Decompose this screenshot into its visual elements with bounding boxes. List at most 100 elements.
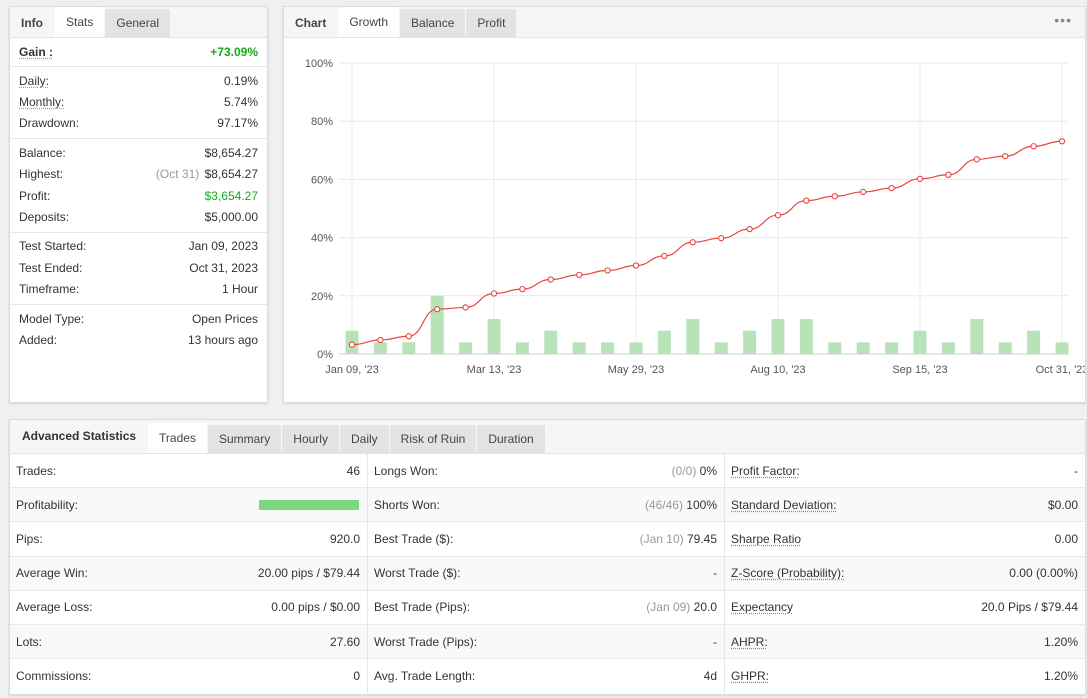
monthly-value: 5.74% [223,95,258,110]
volume-bar [714,342,728,354]
volume-bar [913,330,927,354]
tab-daily[interactable]: Daily [339,425,389,453]
tab-profit[interactable]: Profit [466,9,517,37]
balance-label: Balance: [19,145,66,160]
growth-point [519,285,526,293]
gain-row: Gain : +73.09% [10,40,267,64]
stat-row-ahpr: AHPR: 1.20% [725,624,1085,660]
growth-point [377,336,384,344]
growth-point [718,235,725,242]
stat-value: 1.20% [1044,669,1078,683]
stat-number: 79.45 [686,531,717,546]
stat-label: Worst Trade (Pips): [374,634,478,649]
volume-bar [572,342,586,354]
stat-number: 4d [703,669,717,684]
model-group: Model Type: Open Prices Added: 13 hours … [10,305,267,355]
stat-number: $0.00 [1047,497,1078,512]
stat-label: Pips: [16,531,43,546]
stat-row-expectancy: Expectancy 20.0 Pips / $79.44 [725,591,1085,625]
volume-bar [771,319,785,354]
stat-number: 1.20% [1043,634,1078,649]
stat-label: Commissions: [16,669,92,684]
model-type-value: Open Prices [191,311,258,326]
growth-point [746,226,753,233]
tab-hourly[interactable]: Hourly [282,425,339,453]
volume-bar [601,342,615,354]
growth-point [576,271,583,278]
stat-label[interactable]: AHPR: [731,634,768,649]
tab-growth[interactable]: Growth [338,7,400,37]
ellipsis-icon[interactable]: ••• [1054,12,1072,28]
stat-row-lots: Lots: 27.60 [10,624,367,660]
x-tick-label: Sep 15, '23 [892,364,947,376]
deposits-row: Deposits: $5,000.00 [10,206,267,227]
deposits-value: $5,000.00 [204,210,258,225]
stat-row-worst-trade: Worst Trade ($): - [368,556,724,591]
stat-label[interactable]: GHPR: [731,669,770,684]
growth-point [405,333,412,340]
stat-number: - [713,566,717,581]
stat-label[interactable]: Sharpe Ratio [731,531,802,546]
drawdown-label: Drawdown: [19,116,80,131]
stat-label[interactable]: Standard Deviation: [731,497,837,512]
daily-label[interactable]: Daily: [19,73,50,88]
tab-balance[interactable]: Balance [400,9,466,37]
stat-label: Average Loss: [16,600,93,615]
volume-bar [856,342,870,354]
daily-value: 0.19% [223,73,258,88]
growth-point [1058,138,1066,145]
advanced-col-trades: Trades: 46 Profitability: Pips: 920.0 Average… [10,454,368,694]
stat-row-best-trade-pips: Best Trade (Pips): (Jan 09) 20.0 [368,591,724,625]
volume-bar [941,342,955,354]
tab-chart[interactable]: Chart [295,16,327,30]
volume-bar [799,319,813,354]
tab-general[interactable]: General [105,9,171,37]
tab-stats[interactable]: Stats [55,7,105,37]
growth-point [803,197,810,204]
tab-summary[interactable]: Summary [207,425,282,453]
stat-row-ghpr: GHPR: 1.20% [725,659,1085,693]
growth-point [973,156,980,163]
stat-value: 4d [704,669,717,683]
growth-point [1030,143,1037,150]
x-tick-label: May 29, '23 [608,364,665,376]
balance-group: Balance: $8,654.27 Highest: (Oct 31) $8,… [10,139,267,233]
timeframe-label: Timeframe: [19,282,80,297]
growth-line [351,140,1063,346]
stat-date: (Jan 10) [639,531,687,546]
model-type-row: Model Type: Open Prices [10,308,267,329]
growth-point [945,171,952,178]
growth-point [632,262,640,269]
stat-row-z-score-probability: Z-Score (Probability): 0.00 (0.00%) [725,556,1085,591]
monthly-label[interactable]: Monthly: [19,95,65,110]
stat-number: 0 [353,669,360,684]
stat-number: - [1074,463,1078,478]
y-tick-label: 60% [311,174,333,186]
growth-point [916,175,924,182]
stat-row-profit-factor: Profit Factor: - [725,454,1085,489]
deposits-label: Deposits: [19,210,70,225]
tab-info[interactable]: Info [21,16,43,30]
stat-row-trades: Trades: 46 [10,454,367,489]
advanced-col-ratios: Profit Factor: - Standard Deviation: $0.00 S… [725,454,1085,693]
stat-label[interactable]: Expectancy [731,600,794,615]
stat-value: - [713,566,717,580]
stat-value: 27.60 [330,635,360,649]
stat-label[interactable]: Profit Factor: [731,463,800,478]
stat-label: Best Trade (Pips): [374,600,471,615]
tab-risk-of-ruin[interactable]: Risk of Ruin [389,425,477,453]
tab-trades[interactable]: Trades [148,423,207,453]
tab-duration[interactable]: Duration [477,425,545,453]
stat-row-avg-trade-length: Avg. Trade Length: 4d [368,659,724,693]
gain-label[interactable]: Gain : [19,45,54,59]
stat-label: Average Win: [16,566,88,581]
growth-point [1002,152,1009,160]
stat-value: 1.20% [1044,635,1078,649]
stat-value: (Jan 09) 20.0 [646,600,717,614]
drawdown-row: Drawdown: 97.17% [10,113,267,134]
gain-value: +73.09% [210,45,258,59]
test-ended-row: Test Ended: Oct 31, 2023 [10,257,267,278]
stat-label[interactable]: Z-Score (Probability): [731,566,845,581]
x-tick-label: Jan 09, '23 [325,364,378,376]
highest-value-wrap: (Oct 31) $8,654.27 [156,167,258,181]
